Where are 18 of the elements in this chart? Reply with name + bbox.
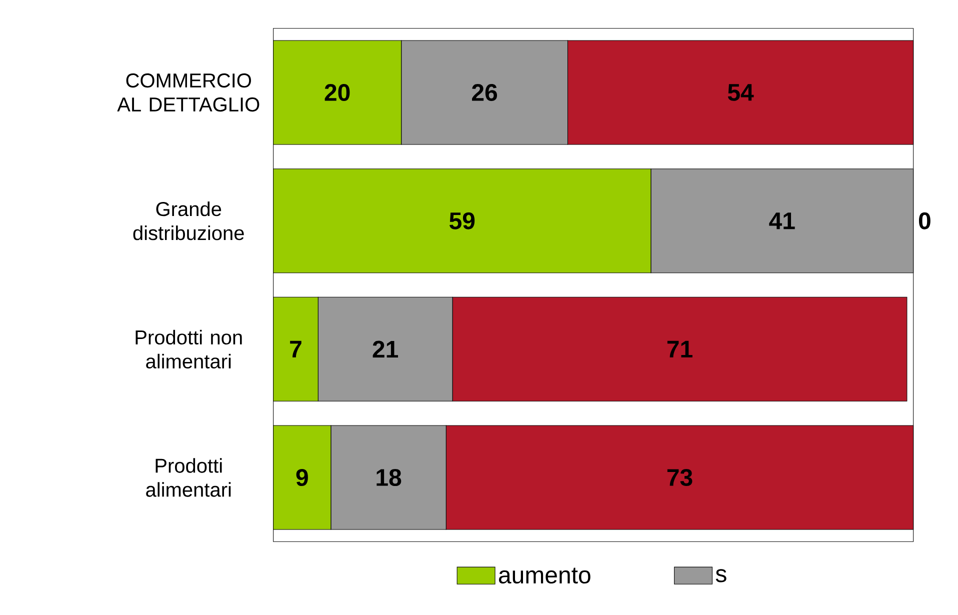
data-label: 0 <box>918 212 930 230</box>
data-label: 20 <box>324 84 350 101</box>
data-label: 26 <box>472 84 498 101</box>
y-tick-label: Grande distribuzione <box>133 201 244 240</box>
y-tick-label: Prodotti alimentari <box>146 458 231 497</box>
data-label: 18 <box>376 468 402 486</box>
data-label: 41 <box>769 212 795 230</box>
data-label: 73 <box>667 468 692 486</box>
data-label: 7 <box>290 340 302 358</box>
data-label: 21 <box>372 340 398 358</box>
data-label: 59 <box>450 212 475 230</box>
legend-label: s <box>716 569 726 582</box>
data-label: 54 <box>728 84 754 101</box>
y-tick-label: Prodotti non alimentari <box>136 330 242 369</box>
data-label: 9 <box>296 468 308 486</box>
y-tick-label: COMMERCIO AL DETTAGLIO <box>117 73 260 112</box>
legend-label: aumento <box>498 568 590 584</box>
data-label: 71 <box>667 340 692 358</box>
